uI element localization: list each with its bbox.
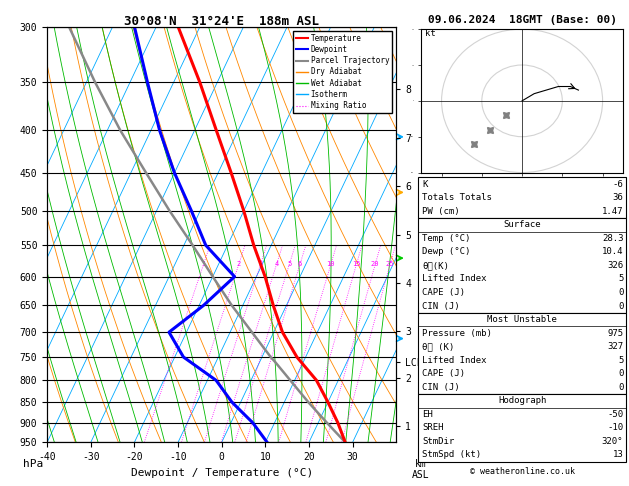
Text: 6: 6 bbox=[298, 261, 302, 267]
Text: kt: kt bbox=[425, 29, 436, 38]
Text: CIN (J): CIN (J) bbox=[422, 301, 460, 311]
Text: 30°08'N  31°24'E  188m ASL: 30°08'N 31°24'E 188m ASL bbox=[124, 15, 320, 28]
Text: Dewp (°C): Dewp (°C) bbox=[422, 247, 470, 256]
Text: 2: 2 bbox=[237, 261, 241, 267]
Text: CAPE (J): CAPE (J) bbox=[422, 288, 465, 297]
Text: hPa: hPa bbox=[23, 459, 43, 469]
Text: -6: -6 bbox=[613, 180, 623, 189]
Text: 0: 0 bbox=[618, 301, 623, 311]
Text: 10: 10 bbox=[326, 261, 335, 267]
Text: 3: 3 bbox=[259, 261, 263, 267]
Text: CIN (J): CIN (J) bbox=[422, 383, 460, 392]
Text: 1.47: 1.47 bbox=[602, 207, 623, 216]
Text: Lifted Index: Lifted Index bbox=[422, 356, 487, 364]
Text: 25: 25 bbox=[386, 261, 394, 267]
Text: 15: 15 bbox=[352, 261, 360, 267]
Text: Temp (°C): Temp (°C) bbox=[422, 234, 470, 243]
Text: 320°: 320° bbox=[602, 437, 623, 446]
Text: 20: 20 bbox=[371, 261, 379, 267]
Text: Surface: Surface bbox=[503, 220, 541, 229]
Text: θᴄ (K): θᴄ (K) bbox=[422, 342, 454, 351]
Legend: Temperature, Dewpoint, Parcel Trajectory, Dry Adiabat, Wet Adiabat, Isotherm, Mi: Temperature, Dewpoint, Parcel Trajectory… bbox=[293, 31, 392, 113]
Text: 327: 327 bbox=[607, 342, 623, 351]
Text: 28.3: 28.3 bbox=[602, 234, 623, 243]
Text: SREH: SREH bbox=[422, 423, 443, 433]
Text: StmDir: StmDir bbox=[422, 437, 454, 446]
Text: 10.4: 10.4 bbox=[602, 247, 623, 256]
Text: CAPE (J): CAPE (J) bbox=[422, 369, 465, 378]
Text: 36: 36 bbox=[613, 193, 623, 202]
Text: StmSpd (kt): StmSpd (kt) bbox=[422, 451, 481, 459]
Text: EH: EH bbox=[422, 410, 433, 419]
Text: © weatheronline.co.uk: © weatheronline.co.uk bbox=[470, 467, 574, 476]
Text: PW (cm): PW (cm) bbox=[422, 207, 460, 216]
Text: 0: 0 bbox=[618, 288, 623, 297]
Text: Totals Totals: Totals Totals bbox=[422, 193, 492, 202]
Text: 4: 4 bbox=[274, 261, 279, 267]
X-axis label: Dewpoint / Temperature (°C): Dewpoint / Temperature (°C) bbox=[131, 468, 313, 478]
Text: Pressure (mb): Pressure (mb) bbox=[422, 329, 492, 338]
Text: 09.06.2024  18GMT (Base: 00): 09.06.2024 18GMT (Base: 00) bbox=[428, 15, 616, 25]
Text: 5: 5 bbox=[618, 275, 623, 283]
Text: -50: -50 bbox=[607, 410, 623, 419]
Text: 13: 13 bbox=[613, 451, 623, 459]
Text: Lifted Index: Lifted Index bbox=[422, 275, 487, 283]
Text: 326: 326 bbox=[607, 261, 623, 270]
Text: Hodograph: Hodograph bbox=[498, 396, 546, 405]
Text: θᴄ(K): θᴄ(K) bbox=[422, 261, 449, 270]
Text: 1: 1 bbox=[201, 261, 206, 267]
Text: 975: 975 bbox=[607, 329, 623, 338]
Text: -10: -10 bbox=[607, 423, 623, 433]
Text: Most Unstable: Most Unstable bbox=[487, 315, 557, 324]
Text: 5: 5 bbox=[618, 356, 623, 364]
Text: km
ASL: km ASL bbox=[412, 459, 430, 480]
Text: K: K bbox=[422, 180, 428, 189]
Text: 0: 0 bbox=[618, 383, 623, 392]
Text: 5: 5 bbox=[287, 261, 291, 267]
Text: 0: 0 bbox=[618, 369, 623, 378]
